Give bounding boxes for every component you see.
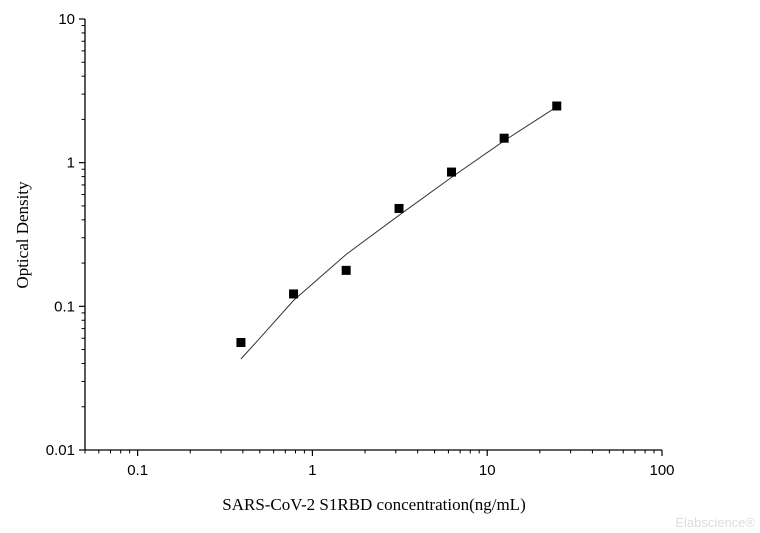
data-point bbox=[499, 133, 509, 143]
y-tick-label: 0.01 bbox=[46, 442, 75, 459]
y-tick-label: 10 bbox=[58, 11, 75, 28]
y-axis-title: Optical Density bbox=[13, 181, 32, 289]
axes bbox=[84, 19, 662, 451]
x-axis-ticks: 0.1 1 10 100 bbox=[84, 450, 675, 479]
x-tick-label: 10 bbox=[479, 462, 496, 479]
y-tick-label: 1 bbox=[67, 155, 75, 172]
data-point bbox=[341, 265, 351, 275]
x-axis-title: SARS-CoV-2 S1RBD concentration(ng/mL) bbox=[222, 495, 525, 514]
data-point bbox=[394, 203, 404, 213]
x-tick-label: 100 bbox=[649, 462, 674, 479]
fit-curve bbox=[240, 106, 558, 360]
data-point bbox=[289, 289, 299, 299]
x-tick-label: 1 bbox=[308, 462, 316, 479]
data-point bbox=[236, 338, 246, 348]
data-point bbox=[552, 101, 562, 111]
y-axis-ticks: 0.01 0.1 1 10 bbox=[46, 11, 85, 459]
y-tick-label: 0.1 bbox=[54, 298, 75, 315]
data-point bbox=[447, 167, 457, 177]
fit-curve-group bbox=[240, 106, 558, 360]
data-points bbox=[236, 101, 562, 348]
watermark: Elabscience® bbox=[675, 515, 755, 530]
x-tick-label: 0.1 bbox=[127, 462, 148, 479]
